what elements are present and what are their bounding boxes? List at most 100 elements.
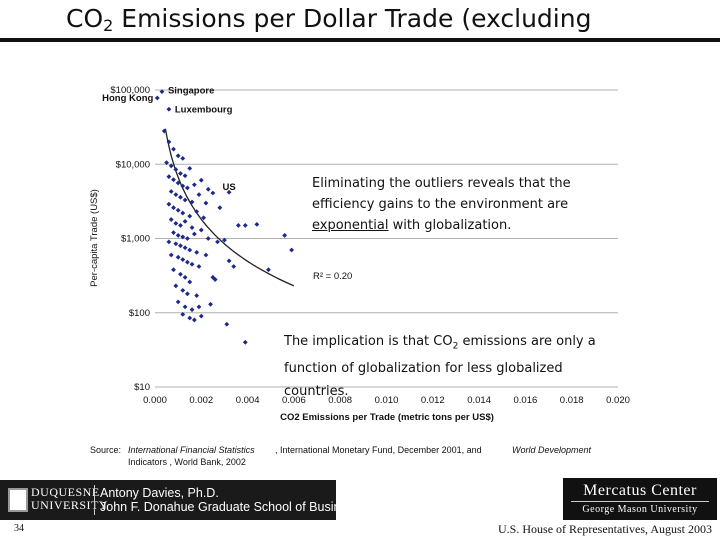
x-tick-label: 0.006 bbox=[282, 395, 306, 406]
duquesne-logo: DUQUESNE UNIVERSITY Antony Davies, Ph.D.… bbox=[0, 480, 360, 520]
data-point bbox=[173, 220, 179, 226]
data-point bbox=[196, 192, 202, 198]
x-tick-label: 0.020 bbox=[606, 395, 630, 406]
data-point bbox=[173, 192, 179, 198]
data-point bbox=[175, 153, 181, 159]
data-point bbox=[164, 160, 169, 166]
data-point bbox=[159, 89, 165, 95]
y-tick-label: $100,000 bbox=[110, 85, 150, 96]
data-point bbox=[189, 261, 195, 267]
x-axis-label: CO2 Emissions per Trade (metric tons per… bbox=[280, 412, 494, 423]
data-point bbox=[194, 209, 200, 215]
data-point bbox=[205, 186, 211, 192]
data-point bbox=[180, 210, 186, 216]
data-point bbox=[180, 183, 186, 189]
data-point bbox=[175, 254, 181, 260]
data-point bbox=[168, 252, 174, 258]
data-point bbox=[196, 264, 202, 269]
source-wdi: Indicators , World Bank, 2002 bbox=[128, 457, 246, 467]
data-point bbox=[187, 213, 193, 219]
source-imf: , International Monetary Fund, December … bbox=[275, 445, 482, 455]
data-point bbox=[168, 163, 174, 169]
data-point bbox=[289, 247, 294, 253]
callout-line: The implication is that CO2 emissions ar… bbox=[284, 334, 596, 352]
x-tick-label: 0.010 bbox=[375, 395, 399, 406]
author-names: Antony Davies, Ph.D. John F. Donahue Gra… bbox=[100, 486, 360, 514]
data-point bbox=[191, 231, 197, 237]
data-point bbox=[189, 307, 195, 313]
logo-rule bbox=[571, 501, 709, 502]
x-tick-label: 0.018 bbox=[560, 395, 584, 406]
point-annotation: Luxembourg bbox=[175, 104, 233, 115]
data-point bbox=[175, 299, 181, 305]
data-point bbox=[182, 245, 188, 251]
data-point bbox=[182, 173, 188, 179]
crest-icon bbox=[8, 488, 28, 512]
data-point bbox=[185, 236, 190, 241]
point-annotations: Singapore Hong Kong Luxembourg US bbox=[102, 86, 236, 194]
callout-implication: The implication is that CO2 emissions ar… bbox=[284, 331, 614, 403]
data-point bbox=[178, 171, 183, 176]
data-point bbox=[178, 243, 183, 249]
data-point bbox=[182, 218, 188, 224]
data-point bbox=[217, 205, 223, 211]
data-point bbox=[208, 301, 213, 307]
x-tick-labels: 0.000 0.002 0.004 0.006 0.008 0.010 0.012 0.014… bbox=[143, 395, 630, 406]
data-point bbox=[191, 317, 197, 323]
callout-line: Eliminating the outliers reveals that th… bbox=[312, 176, 571, 191]
source-wd: World Development bbox=[512, 445, 592, 455]
data-point bbox=[203, 252, 209, 258]
data-point bbox=[173, 241, 179, 247]
data-point bbox=[180, 312, 186, 317]
x-tick-label: 0.012 bbox=[421, 395, 445, 406]
data-point bbox=[166, 201, 172, 207]
data-point bbox=[189, 225, 195, 231]
gmu-name: George Mason University bbox=[582, 504, 698, 515]
data-point bbox=[166, 174, 172, 180]
point-annotation: US bbox=[222, 182, 235, 193]
data-point bbox=[182, 274, 188, 280]
mercatus-name: Mercatus Center bbox=[583, 482, 697, 499]
data-point bbox=[178, 271, 183, 277]
callout-outliers: Eliminating the outliers reveals that th… bbox=[312, 173, 572, 236]
x-tick-label: 0.008 bbox=[328, 395, 352, 406]
data-point bbox=[242, 339, 248, 345]
x-tick-label: 0.000 bbox=[143, 395, 167, 406]
data-point bbox=[196, 304, 202, 310]
data-point bbox=[224, 321, 230, 327]
callout-line: efficiency gains to the environment are bbox=[312, 197, 569, 212]
point-annotation: Hong Kong bbox=[102, 93, 153, 104]
data-point bbox=[178, 194, 183, 200]
data-point bbox=[194, 293, 200, 299]
y-tick-label: $10 bbox=[134, 382, 150, 393]
y-tick-label: $1,000 bbox=[121, 234, 150, 245]
data-point bbox=[222, 237, 227, 243]
data-point bbox=[201, 215, 207, 221]
trendline bbox=[164, 128, 295, 287]
data-point bbox=[235, 223, 241, 228]
data-point bbox=[173, 283, 179, 289]
data-point bbox=[242, 223, 248, 228]
source-ifs: International Financial Statistics bbox=[128, 445, 255, 455]
y-tick-label: $10,000 bbox=[116, 159, 150, 170]
data-point bbox=[189, 199, 195, 205]
data-point bbox=[180, 234, 186, 240]
data-point bbox=[226, 258, 232, 264]
data-point bbox=[154, 95, 160, 101]
data-point bbox=[175, 207, 181, 213]
trendline-path bbox=[164, 128, 295, 287]
data-point bbox=[168, 189, 174, 194]
data-point bbox=[171, 267, 176, 273]
y-tick-label: $100 bbox=[129, 308, 150, 319]
data-point bbox=[166, 239, 172, 245]
callout-emphasis: exponential bbox=[312, 218, 389, 233]
data-point bbox=[171, 146, 176, 152]
data-point bbox=[173, 167, 179, 172]
x-tick-label: 0.002 bbox=[189, 395, 213, 406]
data-point bbox=[175, 180, 181, 186]
point-annotation: Singapore bbox=[168, 86, 214, 97]
data-point bbox=[178, 223, 183, 228]
data-point bbox=[168, 217, 174, 222]
data-point bbox=[180, 287, 186, 293]
data-point bbox=[205, 236, 211, 241]
